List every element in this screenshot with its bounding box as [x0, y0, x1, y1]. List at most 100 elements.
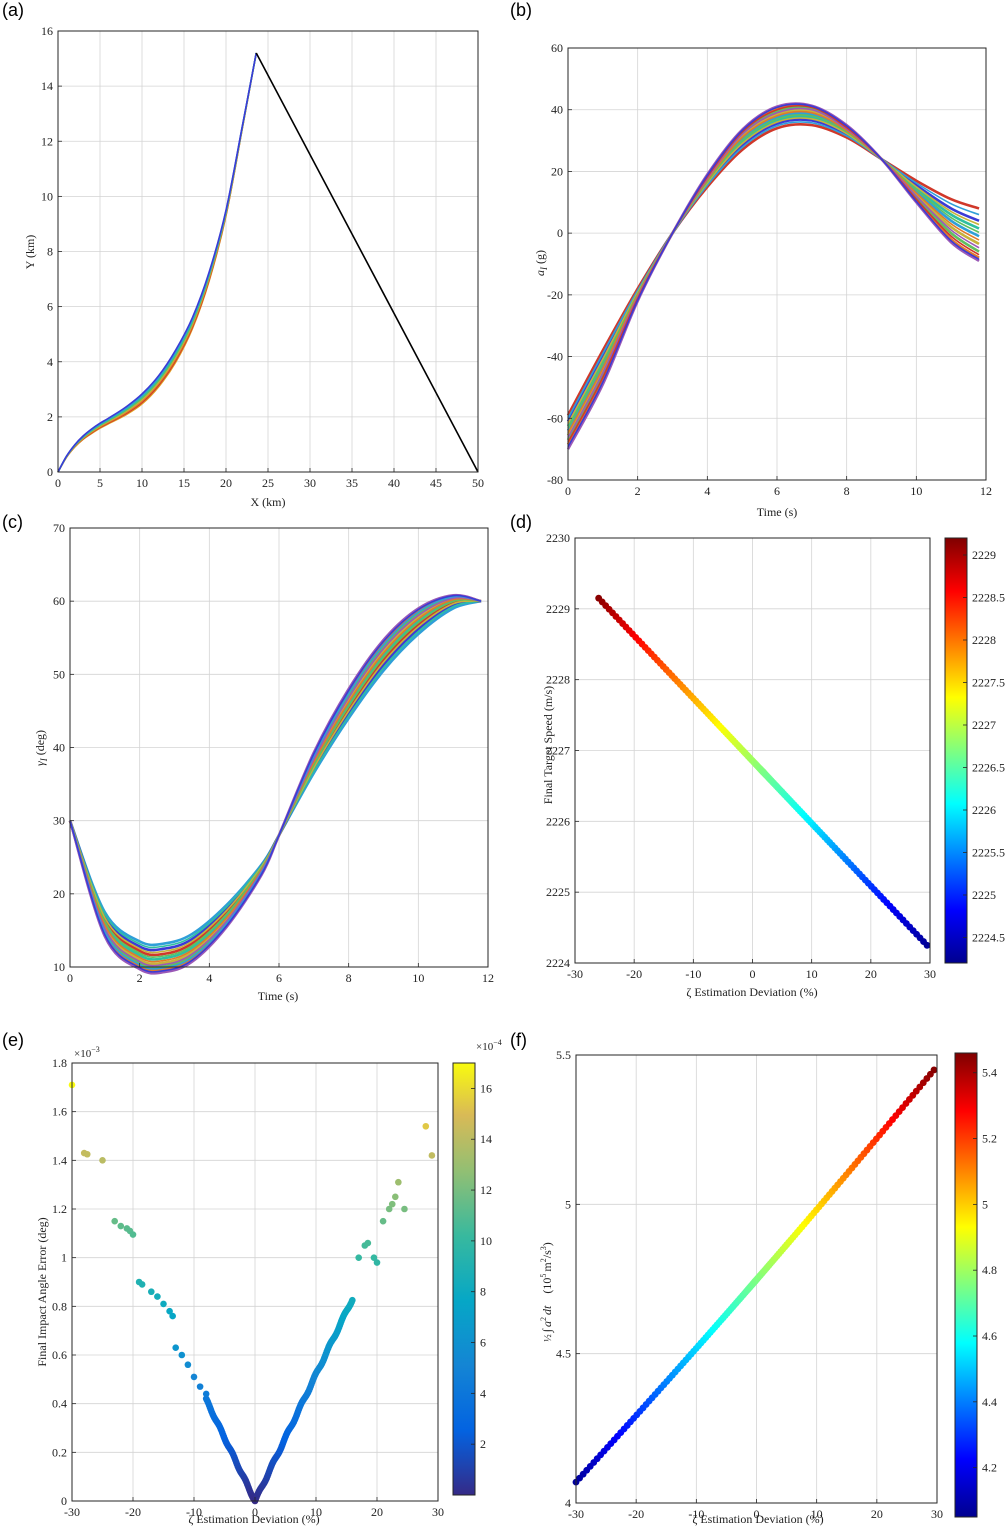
- axis-label-y-f: ½∫a2dt(105m2/s3): [539, 1242, 554, 1342]
- tick-label-y-a: 2: [47, 410, 53, 424]
- target-trajectory: [255, 52, 479, 473]
- tick-label-y-b: -60: [547, 411, 563, 425]
- tick-label-y-b: 60: [551, 41, 563, 55]
- tick-label-x-e: 20: [371, 1505, 383, 1519]
- tick-label-x-a: 0: [55, 476, 61, 490]
- interceptor-trajectory: [57, 52, 258, 473]
- axis-label-y-f-integral: ∫: [540, 1328, 554, 1333]
- colorbar-tick-label-f: 4.6: [982, 1329, 997, 1343]
- tick-label-x-a: 15: [178, 476, 190, 490]
- axis-label-y-b-sub: I: [539, 266, 549, 271]
- error-point: [385, 1205, 393, 1213]
- axis-exponent-e: ×10−3: [74, 1045, 100, 1060]
- tick-label-x-c: 8: [346, 971, 352, 985]
- colorbar-tick-label-f: 5.4: [982, 1066, 997, 1080]
- colorbar-f: [954, 1052, 978, 1518]
- guidance-curve-fill: [567, 121, 980, 419]
- panel-label-b: (b): [510, 0, 532, 20]
- colorbar-tick-label-d: 2224.5: [972, 931, 1005, 945]
- chart-panel-a: 0 5 10 15 20 25 30 35 40 45 50 0 2 4 6 8 10 12 14 16: [41, 24, 484, 490]
- speed-point: [923, 941, 931, 949]
- tick-label-y-e: 0.6: [52, 1348, 67, 1362]
- error-point: [172, 1344, 179, 1351]
- colorbar-tick-label-d: 2228.5: [972, 591, 1005, 605]
- tick-label-y-a: 4: [47, 355, 53, 369]
- axis-label-y-b-unit: (g): [533, 250, 547, 267]
- axis-label-y-f-half: ½: [543, 1334, 554, 1342]
- tick-label-x-c: 2: [137, 971, 143, 985]
- tick-label-y-e: 0.4: [52, 1397, 67, 1411]
- error-point: [166, 1307, 173, 1315]
- tick-label-y-e: 0.8: [52, 1299, 67, 1313]
- tick-label-x-e: -10: [186, 1505, 202, 1519]
- tick-label-y-a: 8: [47, 245, 53, 259]
- colorbar-tick-label-d: 2227: [972, 718, 996, 732]
- tick-label-y-e: 1: [61, 1251, 67, 1265]
- axis-label-y-c-sub: I: [39, 757, 49, 762]
- chart-panel-c: 0 2 4 6 8 10 12 10 20 30 40 50 60 70: [53, 521, 494, 985]
- tick-label-y-f: 4: [565, 1496, 571, 1510]
- axis-label-y-f-unit-slash: /s: [540, 1250, 554, 1258]
- axis-label-y-f-var: a: [540, 1321, 554, 1327]
- tick-label-y-e: 1.4: [52, 1153, 67, 1167]
- colorbar-tick-label-e: 14: [480, 1132, 492, 1146]
- guidance-curve-fill: [69, 594, 482, 973]
- tick-label-y-b: 0: [557, 226, 563, 240]
- axis-label-y-f-unit-m: m: [540, 1262, 554, 1272]
- tick-label-x-c: 6: [276, 971, 282, 985]
- tick-label-y-f: 5: [565, 1197, 571, 1211]
- error-point: [355, 1254, 363, 1261]
- tick-label-y-e: 0: [61, 1494, 67, 1508]
- axis-label-x-a: X (km): [251, 495, 286, 509]
- chart-panel-e: -30 -20 -10 0 10 20 30 0 0.2 0.4 0.6 0.8 1 1.2 1.4 1.6 1…: [52, 1056, 492, 1519]
- tick-label-y-c: 40: [53, 741, 65, 755]
- chart-panel-f: -30 -20 -10 0 10 20 30 4 4.5 5 5.5 4.2 4.4 4.6 4.8 5 5.2…: [556, 1048, 997, 1521]
- colorbar-exponent-e: ×10−4: [476, 1038, 502, 1053]
- error-point: [184, 1361, 192, 1369]
- tick-label-x-c: 4: [206, 971, 212, 985]
- panel-label-a: (a): [2, 0, 24, 20]
- tick-label-y-c: 70: [53, 521, 65, 535]
- tick-label-x-d: 0: [750, 967, 756, 981]
- tick-label-y-a: 14: [41, 79, 53, 93]
- axis-label-y-e: Final Impact Angle Error (deg): [35, 1217, 49, 1366]
- tick-label-y-a: 0: [47, 465, 53, 479]
- axis-label-y-f-unit-sq: 2: [539, 1258, 548, 1262]
- tick-label-x-e: 10: [310, 1505, 322, 1519]
- tick-label-x-a: 35: [346, 476, 358, 490]
- colorbar-tick-label-e: 6: [480, 1336, 486, 1350]
- error-point: [202, 1390, 210, 1398]
- tick-label-x-e: -20: [125, 1505, 141, 1519]
- axis-label-y-b: aI (g): [533, 250, 549, 276]
- error-point: [349, 1296, 356, 1304]
- tick-label-y-b: -80: [547, 473, 563, 487]
- colorbar-tick-label-f: 5: [982, 1197, 988, 1211]
- tick-label-y-b: -40: [547, 350, 563, 364]
- tick-label-x-a: 10: [136, 476, 148, 490]
- tick-label-x-d: 10: [806, 967, 818, 981]
- error-point: [373, 1259, 381, 1266]
- colorbar-tick-label-d: 2228: [972, 633, 996, 647]
- chart-panel-b: 0 2 4 6 8 10 12 -80 -60 -40 -20 0 20 40 60: [547, 41, 992, 498]
- tick-label-y-d: 2226: [546, 814, 570, 828]
- error-point: [370, 1254, 378, 1261]
- tick-label-y-e: 1.6: [52, 1105, 67, 1119]
- axis-label-y-c-unit: (deg): [33, 730, 47, 758]
- panel-label-d: (d): [510, 512, 532, 532]
- tick-label-x-e: -30: [64, 1505, 80, 1519]
- tick-label-y-b: 20: [551, 164, 563, 178]
- tick-label-y-e: 1.8: [52, 1056, 67, 1070]
- error-point: [154, 1293, 161, 1300]
- axis-label-y-d: Final Target Speed (m/s): [541, 686, 555, 804]
- tick-label-x-f: -30: [568, 1507, 584, 1521]
- guidance-curve-fill: [567, 103, 980, 448]
- colorbar-exponent-e-power: −4: [493, 1038, 502, 1047]
- tick-label-y-a: 6: [47, 300, 53, 314]
- tick-label-y-e: 0.2: [52, 1445, 67, 1459]
- tick-label-x-a: 30: [304, 476, 316, 490]
- tick-label-x-d: -20: [626, 967, 642, 981]
- tick-label-y-c: 10: [53, 960, 65, 974]
- tick-label-x-a: 25: [262, 476, 274, 490]
- tick-label-y-c: 50: [53, 667, 65, 681]
- tick-label-y-c: 60: [53, 594, 65, 608]
